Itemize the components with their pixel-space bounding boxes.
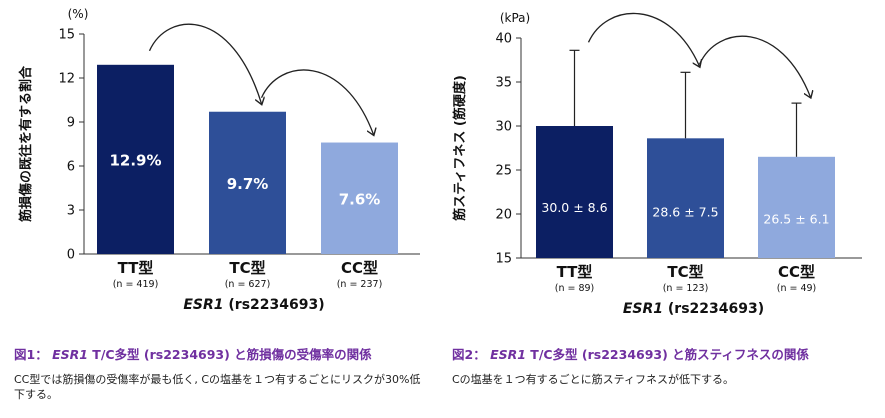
chart-injury-rate-svg: 0 3 6 9 12 15 (%) 筋損傷の既往を有する割合 12.9% TT型 (n = 419)… bbox=[18, 7, 420, 313]
injury-category-label: TC型 bbox=[229, 259, 265, 277]
stiffness-y-axis-title: 筋スティフネス (筋硬度) bbox=[452, 75, 468, 222]
figure2-caption-rest: T/C多型 (rs2234693) と筋スティフネスの関係 bbox=[525, 347, 809, 362]
injury-y-tick-label: 9 bbox=[67, 116, 75, 131]
injury-n-label: (n = 237) bbox=[337, 279, 383, 290]
injury-x-axis-title: ESR1 (rs2234693) bbox=[183, 297, 324, 313]
stiffness-n-label: (n = 123) bbox=[663, 283, 709, 294]
chart-injury-rate: 0 3 6 9 12 15 (%) 筋損傷の既往を有する割合 12.9% TT型 (n = 419)… bbox=[0, 0, 430, 330]
figure2-caption-body: Cの塩基を１つ有するごとに筋スティフネスが低下する。 bbox=[452, 373, 735, 386]
stiffness-x-axis-title: ESR1 (rs2234693) bbox=[623, 301, 764, 317]
stiffness-data-label: 30.0 ± 8.6 bbox=[541, 200, 607, 215]
figure1-caption-title: 図1： ESR1 T/C多型 (rs2234693) と筋損傷の受傷率の関係 bbox=[14, 344, 372, 363]
injury-n-label: (n = 419) bbox=[113, 279, 159, 290]
stiffness-trend-arrow bbox=[698, 35, 811, 97]
figure2-caption-title: 図2： ESR1 T/C多型 (rs2234693) と筋スティフネスの関係 bbox=[452, 344, 809, 363]
stiffness-category-label: TC型 bbox=[667, 263, 703, 281]
injury-y-axis-title: 筋損傷の既往を有する割合 bbox=[18, 65, 34, 223]
injury-x-axis-snp: (rs2234693) bbox=[224, 297, 325, 313]
stiffness-category-label: TT型 bbox=[557, 263, 593, 281]
stiffness-y-tick-label: 20 bbox=[495, 208, 512, 223]
injury-category-label: CC型 bbox=[341, 259, 378, 277]
figure2-caption-gene: ESR1 bbox=[490, 347, 526, 362]
injury-y-tick-label: 6 bbox=[67, 160, 75, 175]
figure1-caption-rest: T/C多型 (rs2234693) と筋損傷の受傷率の関係 bbox=[87, 347, 372, 362]
injury-data-label: 9.7% bbox=[227, 175, 269, 193]
stiffness-y-tick-label: 25 bbox=[495, 164, 512, 179]
stiffness-data-label: 28.6 ± 7.5 bbox=[652, 205, 718, 220]
injury-x-axis-gene: ESR1 bbox=[183, 297, 223, 313]
injury-bar bbox=[97, 64, 174, 254]
injury-bar bbox=[209, 111, 286, 254]
injury-data-label: 7.6% bbox=[339, 190, 381, 208]
chart-muscle-stiffness-svg: 15 20 25 30 35 40 (kPa) 筋スティフネス (筋硬度) 30.0 ± 8.6… bbox=[452, 11, 862, 317]
figure2-caption-prefix: 図2： bbox=[452, 347, 491, 362]
figure1-caption-gene: ESR1 bbox=[52, 347, 88, 362]
stiffness-n-label: (n = 49) bbox=[777, 283, 817, 294]
stiffness-bar bbox=[647, 138, 724, 258]
injury-y-tick-label: 12 bbox=[58, 72, 75, 87]
stiffness-data-label: 26.5 ± 6.1 bbox=[763, 212, 829, 227]
stiffness-bar bbox=[758, 156, 835, 258]
stiffness-y-tick-label: 35 bbox=[495, 76, 512, 91]
stiffness-y-tick-label: 30 bbox=[495, 120, 512, 135]
injury-trend-arrow bbox=[260, 69, 374, 135]
stiffness-y-tick-label: 15 bbox=[495, 252, 512, 267]
injury-trend-arrow bbox=[148, 23, 262, 104]
stiffness-category-label: CC型 bbox=[778, 263, 815, 281]
injury-y-tick-label: 3 bbox=[67, 204, 75, 219]
stiffness-bar bbox=[536, 126, 613, 258]
chart-muscle-stiffness: 15 20 25 30 35 40 (kPa) 筋スティフネス (筋硬度) 30.0 ± 8.6… bbox=[442, 0, 882, 330]
stiffness-y-unit: (kPa) bbox=[500, 11, 530, 25]
injury-y-tick-label: 15 bbox=[58, 28, 75, 43]
injury-y-tick-label: 0 bbox=[67, 248, 75, 263]
injury-bar bbox=[321, 142, 398, 254]
stiffness-n-label: (n = 89) bbox=[555, 283, 595, 294]
injury-y-unit: (%) bbox=[68, 7, 89, 21]
injury-data-label: 12.9% bbox=[109, 151, 161, 169]
stiffness-trend-arrow bbox=[587, 12, 700, 66]
stiffness-x-axis-snp: (rs2234693) bbox=[663, 301, 764, 317]
injury-n-label: (n = 627) bbox=[225, 279, 271, 290]
figure1-caption-body: CC型では筋損傷の受傷率が最も低く, Cの塩基を１つ有するごとにリスクが30%低… bbox=[14, 373, 421, 401]
stiffness-x-axis-gene: ESR1 bbox=[623, 301, 663, 317]
stiffness-y-tick-label: 40 bbox=[495, 32, 512, 47]
figure1-caption-prefix: 図1： bbox=[14, 347, 53, 362]
injury-category-label: TT型 bbox=[118, 259, 154, 277]
